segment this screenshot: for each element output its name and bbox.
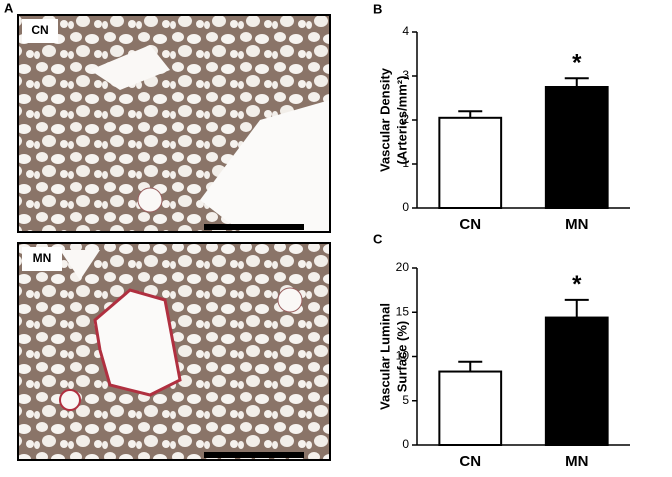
x-tick-label: MN xyxy=(565,453,588,470)
bar xyxy=(438,370,503,447)
scale-bar xyxy=(204,452,304,458)
x-tick-label: CN xyxy=(459,453,481,470)
scale-bar xyxy=(204,224,304,230)
y-tick-label: 15 xyxy=(396,304,410,318)
significance-marker: * xyxy=(572,271,582,298)
y-tick-label: 3 xyxy=(402,68,409,82)
image-label-box xyxy=(22,19,58,43)
panel-label: B xyxy=(373,1,382,16)
x-tick-label: CN xyxy=(459,216,481,233)
image-label: MN xyxy=(33,251,52,265)
bar xyxy=(544,86,609,209)
significance-marker: * xyxy=(572,50,582,77)
y-axis-label: Surface (%) xyxy=(394,321,409,393)
micrograph xyxy=(19,16,329,231)
image-frame xyxy=(17,242,331,461)
bar xyxy=(544,316,609,446)
y-tick-label: 2 xyxy=(402,112,409,126)
image-frame xyxy=(17,14,331,233)
y-tick-label: 5 xyxy=(402,393,409,407)
bar xyxy=(438,116,503,209)
y-axis-label: Vascular Density xyxy=(377,67,392,172)
micrograph xyxy=(19,244,329,459)
y-axis-label: (Arteries/mm²) xyxy=(394,76,409,165)
y-tick-label: 0 xyxy=(402,437,409,451)
y-tick-label: 10 xyxy=(396,349,410,363)
panel-label: C xyxy=(373,231,383,246)
y-axis-label: Vascular Luminal xyxy=(377,303,392,410)
panel-label: A xyxy=(4,0,14,15)
x-tick-label: MN xyxy=(565,216,588,233)
y-tick-label: 20 xyxy=(396,260,410,274)
y-tick-label: 4 xyxy=(402,24,409,38)
image-label: CN xyxy=(31,23,48,37)
y-tick-label: 1 xyxy=(402,156,409,170)
image-label-box xyxy=(22,247,62,271)
y-tick-label: 0 xyxy=(402,200,409,214)
